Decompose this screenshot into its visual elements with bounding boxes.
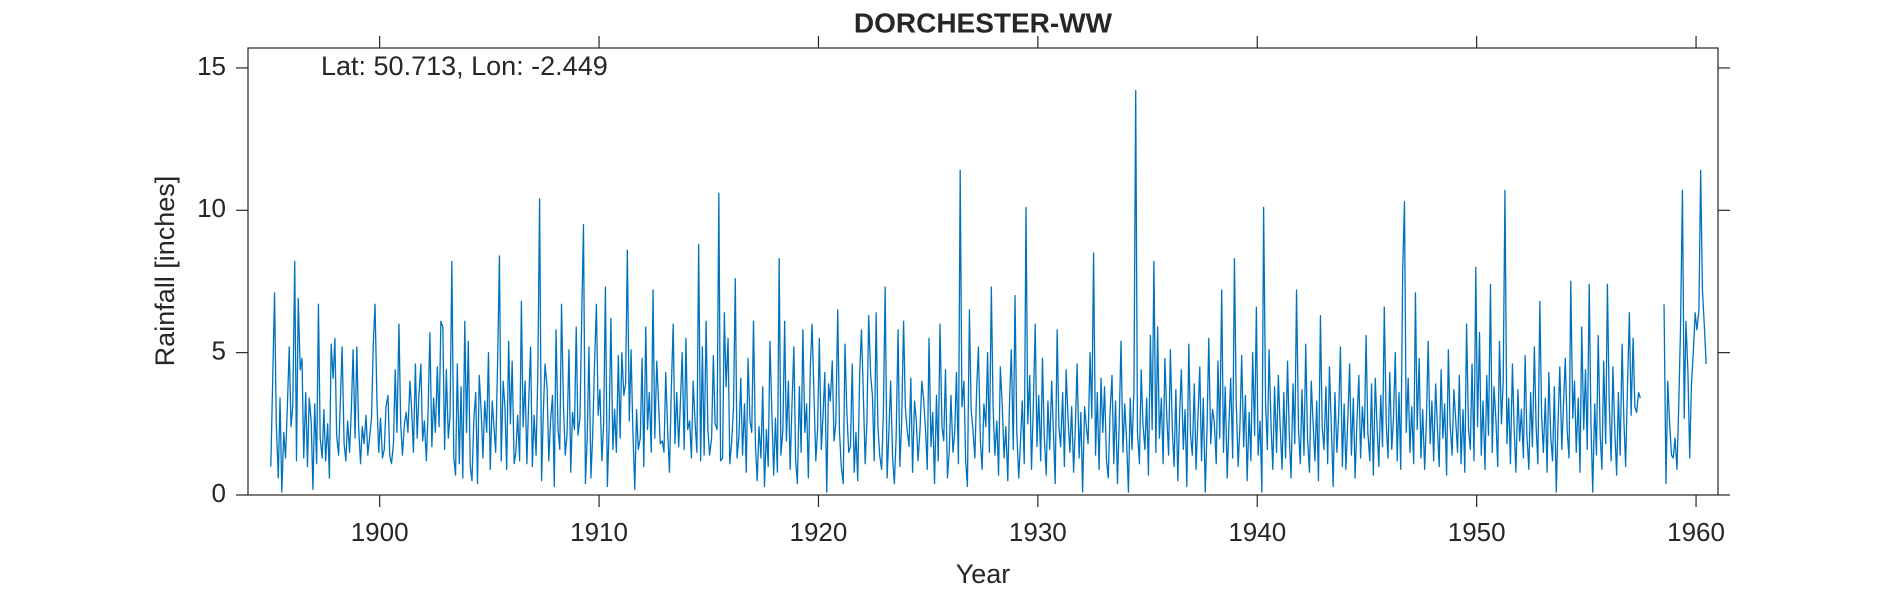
chart-title: DORCHESTER-WW <box>854 7 1113 38</box>
y-axis-label: Rainfall [inches] <box>150 176 180 367</box>
y-tick-label: 10 <box>197 193 226 223</box>
x-tick-label: 1920 <box>790 517 848 547</box>
x-tick-label: 1960 <box>1667 517 1725 547</box>
x-tick-label: 1910 <box>570 517 628 547</box>
x-tick-label: 1930 <box>1009 517 1067 547</box>
data-line <box>270 90 1707 493</box>
y-tick-label: 15 <box>197 51 226 81</box>
x-tick-label: 1940 <box>1228 517 1286 547</box>
annotation: Lat: 50.713, Lon: -2.449 <box>321 51 608 81</box>
y-tick-label: 0 <box>212 478 226 508</box>
plot-frame <box>247 47 1719 496</box>
y-tick-label: 5 <box>212 336 226 366</box>
x-axis-label: Year <box>956 559 1011 589</box>
x-tick-label: 1900 <box>351 517 409 547</box>
x-tick-label: 1950 <box>1448 517 1506 547</box>
